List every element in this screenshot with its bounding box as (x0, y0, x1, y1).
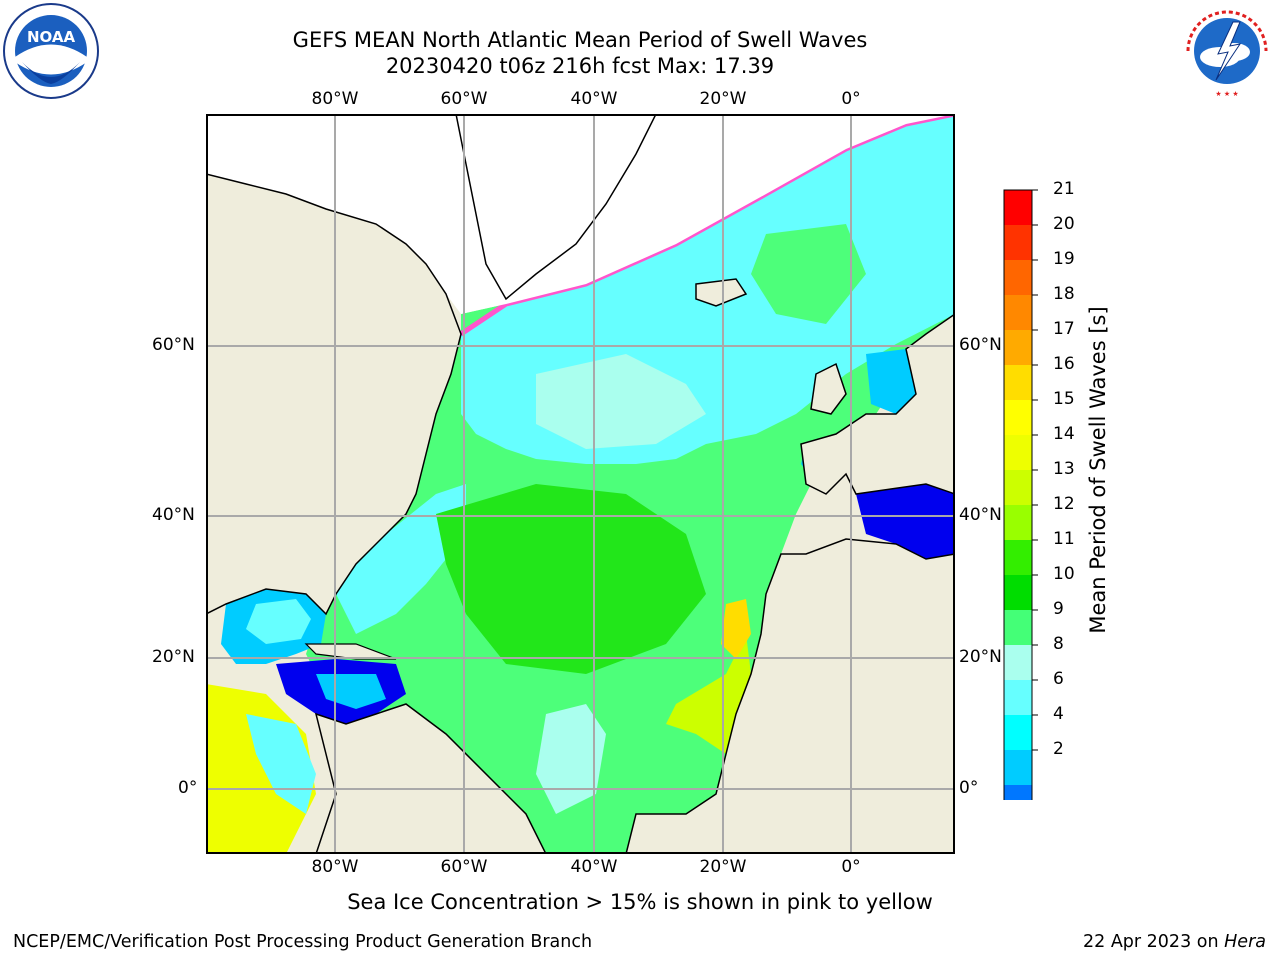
date-text: 22 Apr 2023 on Hera (1083, 932, 1266, 952)
colorbar-tick-label: 21 (1053, 179, 1075, 199)
colorbar-tick-label: 15 (1053, 389, 1075, 409)
north-lightcyan-patch (536, 354, 706, 449)
yellow-patch-africa (666, 634, 751, 754)
colorbar-segment (1004, 435, 1032, 470)
nws-logo: ★ ★ ★ (1178, 2, 1276, 100)
west-coast-cyan (336, 484, 466, 634)
south-lightcyan-patch (536, 704, 606, 814)
north-green-patch (751, 224, 866, 324)
colorbar-tick-label: 13 (1053, 459, 1075, 479)
colorbar-tick-label: 20 (1053, 214, 1075, 234)
north-sea (866, 349, 916, 414)
colorbar-segment (1004, 365, 1032, 400)
lon-label-top-60w: 60°W (440, 89, 488, 109)
colorbar-tick-label: 11 (1053, 529, 1075, 549)
lat-label-left-60n: 60°N (152, 335, 195, 355)
colorbar-tick-label: 8 (1053, 634, 1064, 654)
colorbar-segment (1004, 715, 1032, 750)
colorbar-segment (1004, 295, 1032, 330)
africa-land (625, 538, 955, 854)
colorbar-segment (1004, 400, 1032, 435)
swell-period-map (206, 114, 955, 854)
caribbean-inner (316, 674, 386, 709)
central-green-region (436, 484, 706, 674)
colorbar-segment (1004, 190, 1032, 225)
colorbar-tick-label: 16 (1053, 354, 1075, 374)
colorbar-tick-label: 12 (1053, 494, 1075, 514)
credit-text: NCEP/EMC/Verification Post Processing Pr… (13, 932, 593, 952)
lat-label-left-40n: 40°N (152, 505, 195, 525)
colorbar-segment (1004, 575, 1032, 610)
chart-subtitle: 20230420 t06z 216h fcst Max: 17.39 (385, 54, 775, 78)
lon-label-bottom-20w: 20°W (699, 857, 747, 877)
chart-title: GEFS MEAN North Atlantic Mean Period of … (292, 28, 868, 52)
colorbar-tick-label: 2 (1053, 739, 1064, 759)
greenland-land (455, 114, 657, 301)
orange-patch-africa (721, 599, 751, 659)
colorbar-tick-label: 19 (1053, 249, 1075, 269)
svg-text:★ ★ ★: ★ ★ ★ (1215, 90, 1238, 98)
colorbar-segment (1004, 470, 1032, 505)
noaa-logo: NOAA (2, 2, 100, 100)
colorbar-tick-label: 18 (1053, 284, 1075, 304)
colorbar-segment (1004, 645, 1032, 680)
lat-label-left-0: 0° (178, 778, 198, 798)
colorbar-tick-label: 10 (1053, 564, 1075, 584)
colorbar-segment (1004, 540, 1032, 575)
lon-label-top-0: 0° (841, 89, 861, 109)
lon-label-top-40w: 40°W (570, 89, 618, 109)
colorbar (1003, 189, 1038, 800)
colorbar-segment (1004, 225, 1032, 260)
lat-label-right-0: 0° (959, 778, 979, 798)
north-america-land (206, 173, 462, 616)
colorbar-tick-label: 9 (1053, 599, 1064, 619)
colorbar-tick-label: 4 (1053, 704, 1064, 724)
map-frame (206, 114, 955, 854)
europe-land (800, 313, 955, 495)
gulf-inner (246, 599, 311, 644)
britain (810, 362, 847, 415)
colorbar-tick-label: 6 (1053, 669, 1064, 689)
lon-label-bottom-40w: 40°W (570, 857, 618, 877)
colorbar-segment (1004, 260, 1032, 295)
lat-label-right-60n: 60°N (959, 335, 1002, 355)
lat-label-left-20n: 20°N (152, 647, 195, 667)
machine-name: Hera (1224, 932, 1266, 952)
lon-label-bottom-0: 0° (841, 857, 861, 877)
colorbar-segment (1004, 330, 1032, 365)
mediterranean (856, 484, 955, 559)
colorbar-segment (1004, 750, 1032, 785)
colorbar-segment (1004, 680, 1032, 715)
colorbar-title: Mean Period of Swell Waves [s] (1086, 306, 1110, 634)
colorbar-segment (1004, 610, 1032, 645)
graticule (206, 114, 955, 854)
lat-label-right-20n: 20°N (959, 647, 1002, 667)
sea-ice-note: Sea Ice Concentration > 15% is shown in … (347, 890, 933, 914)
lon-label-top-80w: 80°W (311, 89, 359, 109)
iceland (695, 278, 748, 307)
svg-text:NOAA: NOAA (27, 28, 76, 46)
colorbar-segment (1004, 505, 1032, 540)
lat-label-right-40n: 40°N (959, 505, 1002, 525)
lon-label-top-20w: 20°W (699, 89, 747, 109)
colorbar-tick-label: 14 (1053, 424, 1075, 444)
date-label: 22 Apr 2023 on (1083, 932, 1225, 952)
colorbar-segment (1004, 785, 1032, 800)
lon-label-bottom-80w: 80°W (311, 857, 359, 877)
lon-label-bottom-60w: 60°W (440, 857, 488, 877)
colorbar-tick-label: 17 (1053, 319, 1075, 339)
